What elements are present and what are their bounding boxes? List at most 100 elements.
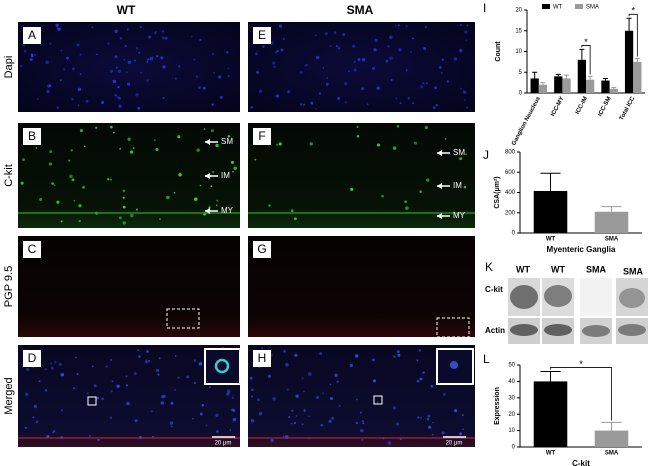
micrographs xyxy=(18,22,475,447)
cell-dot xyxy=(198,362,203,366)
micrograph xyxy=(248,22,475,112)
cell-dot xyxy=(381,194,384,198)
micrograph xyxy=(248,236,475,337)
cell-dot xyxy=(21,365,24,368)
panel-letter-box xyxy=(253,128,271,145)
cell-dot xyxy=(432,106,436,110)
cell-dot xyxy=(178,172,182,177)
cell-dot xyxy=(360,429,364,433)
cell-dot xyxy=(278,142,282,146)
cell-dot xyxy=(126,71,128,74)
cell-dot xyxy=(137,106,141,110)
cell-dot xyxy=(306,63,308,66)
cell-dot xyxy=(55,23,59,27)
cell-dot xyxy=(146,79,149,82)
cell-dot xyxy=(287,90,290,94)
cell-dot xyxy=(372,358,375,362)
panel-letter-box xyxy=(23,350,41,367)
error-bar xyxy=(564,74,570,79)
cell-dot xyxy=(361,87,365,91)
cell-dot xyxy=(23,49,27,53)
bar xyxy=(577,59,586,93)
y-tick-label: 50 xyxy=(508,363,515,369)
cell-dot xyxy=(461,414,464,417)
cell-dot xyxy=(395,97,398,100)
cell-dot xyxy=(334,373,338,377)
error-bar xyxy=(555,73,561,77)
cell-dot xyxy=(387,45,390,48)
cell-dot xyxy=(405,206,409,210)
cell-dot xyxy=(344,101,347,104)
cell-dot xyxy=(412,102,414,105)
cell-dot xyxy=(270,438,274,443)
layer-label: MY xyxy=(453,211,466,220)
cell-dot xyxy=(75,356,77,359)
cell-dot xyxy=(122,189,126,193)
cell-dot xyxy=(420,85,424,89)
cell-dot xyxy=(109,416,113,420)
cell-dot xyxy=(300,103,303,106)
cell-dot xyxy=(215,143,219,148)
arrow-head xyxy=(437,183,442,189)
cell-dot xyxy=(177,135,181,139)
cell-dot xyxy=(315,55,320,60)
cell-dot xyxy=(361,420,364,423)
cell-dot xyxy=(282,37,285,41)
legend-label: WT xyxy=(553,5,563,11)
cell-dot xyxy=(226,392,230,396)
cell-dot xyxy=(115,66,118,69)
cell-dot xyxy=(79,129,83,133)
blot-band xyxy=(510,285,538,309)
cell-dot xyxy=(318,92,322,95)
cell-dot xyxy=(56,27,59,30)
cell-dot xyxy=(193,58,196,61)
micrograph xyxy=(18,22,240,112)
cell-dot xyxy=(216,430,219,433)
cell-dot xyxy=(275,51,277,54)
cell-dot xyxy=(140,71,143,74)
cell-dot xyxy=(424,125,428,130)
cell-dot xyxy=(53,184,56,187)
cell-dot xyxy=(309,142,313,146)
cell-dot xyxy=(394,24,397,27)
cell-dot xyxy=(227,75,230,78)
lane-label: WT xyxy=(516,264,530,274)
cell-dot xyxy=(353,60,356,64)
cell-dot xyxy=(337,46,341,50)
cell-dot xyxy=(387,441,391,445)
cell-dot xyxy=(227,135,231,138)
panel-letter: J xyxy=(483,148,489,162)
bar xyxy=(586,79,595,93)
cell-dot xyxy=(130,213,134,218)
scale-bar-label: 20 μm xyxy=(215,441,232,447)
cell-dot xyxy=(48,162,52,166)
cell-dot xyxy=(210,129,214,133)
panel-letter: H xyxy=(258,351,267,365)
cell-dot xyxy=(442,392,446,396)
panel-letter-box xyxy=(23,241,41,258)
y-tick-label: 15 xyxy=(515,28,522,34)
cell-dot xyxy=(114,29,118,34)
cell-dot xyxy=(96,53,98,56)
cell-dot xyxy=(198,86,201,89)
y-tick-label: 20 xyxy=(515,8,522,14)
cell-dot xyxy=(107,42,110,45)
bar xyxy=(562,78,571,93)
bar xyxy=(624,30,634,93)
cell-dot xyxy=(254,158,257,161)
cell-dot xyxy=(231,408,234,412)
blot-band xyxy=(619,288,645,308)
cell-dot xyxy=(410,51,413,53)
cell-dot xyxy=(385,59,389,63)
cell-dot xyxy=(350,187,354,191)
cell-dot xyxy=(35,147,38,149)
cell-dot xyxy=(279,24,283,28)
panel-letter: I xyxy=(483,1,486,15)
cell-dot xyxy=(122,221,126,225)
cell-dot xyxy=(52,431,55,434)
layer-label: IM xyxy=(221,171,230,180)
cell-dot xyxy=(438,65,442,70)
cell-dot xyxy=(122,196,125,199)
cell-dot xyxy=(362,58,366,62)
cell-dot xyxy=(126,82,131,86)
